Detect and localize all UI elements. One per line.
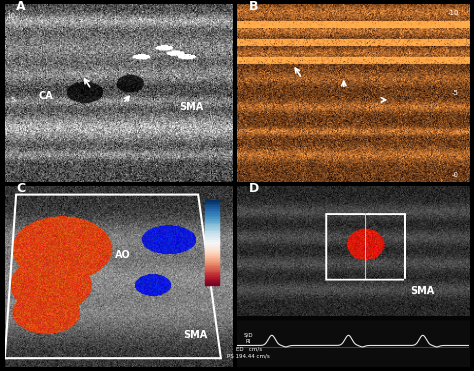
Text: ED   cm/s: ED cm/s: [236, 347, 262, 352]
Text: SMA: SMA: [179, 102, 203, 112]
Text: SMA: SMA: [184, 329, 208, 339]
Text: -5: -5: [452, 90, 459, 96]
Text: -0: -0: [452, 172, 459, 178]
Text: PS 194.44 cm/s: PS 194.44 cm/s: [227, 354, 270, 359]
Text: A: A: [16, 0, 26, 13]
Text: RI: RI: [246, 339, 251, 344]
Text: C: C: [16, 181, 25, 194]
Text: AO: AO: [115, 250, 131, 260]
Text: 10-: 10-: [6, 13, 18, 19]
Text: CA: CA: [38, 91, 53, 101]
Text: S/D: S/D: [244, 332, 254, 337]
Text: SMA: SMA: [410, 286, 435, 296]
Text: -10: -10: [447, 10, 459, 16]
Text: D: D: [248, 181, 259, 194]
Text: B: B: [248, 0, 258, 13]
Text: 5-: 5-: [10, 97, 17, 103]
